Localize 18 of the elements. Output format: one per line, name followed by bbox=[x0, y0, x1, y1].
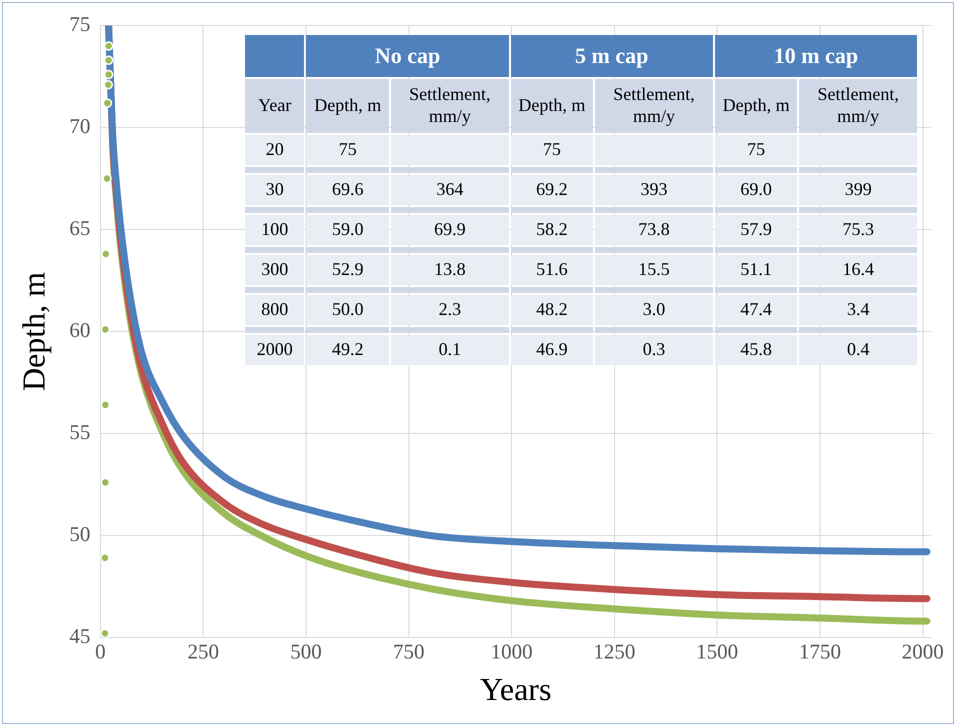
x-tick-label: 0 bbox=[95, 640, 106, 664]
y-tick-label: 60 bbox=[69, 318, 90, 342]
x-tick-label: 500 bbox=[290, 640, 322, 664]
x-tick-label: 250 bbox=[187, 640, 219, 664]
y-tick-label: 75 bbox=[69, 12, 90, 36]
x-tick-label: 1000 bbox=[490, 640, 533, 664]
y-tick-label: 50 bbox=[69, 522, 90, 546]
y-axis-title: Depth, m bbox=[16, 272, 52, 392]
y-tick-label: 70 bbox=[69, 114, 90, 138]
x-tick-label: 1250 bbox=[593, 640, 636, 664]
x-tick-label: 1500 bbox=[696, 640, 738, 664]
x-tick-label: 750 bbox=[393, 640, 425, 664]
x-tick-label: 1750 bbox=[798, 640, 841, 664]
x-tick-label: 2000 bbox=[902, 640, 944, 664]
y-tick-label: 55 bbox=[69, 420, 90, 444]
y-tick-label: 45 bbox=[69, 624, 90, 648]
x-axis-title: Years bbox=[480, 671, 552, 708]
y-tick-label: 65 bbox=[69, 216, 90, 240]
